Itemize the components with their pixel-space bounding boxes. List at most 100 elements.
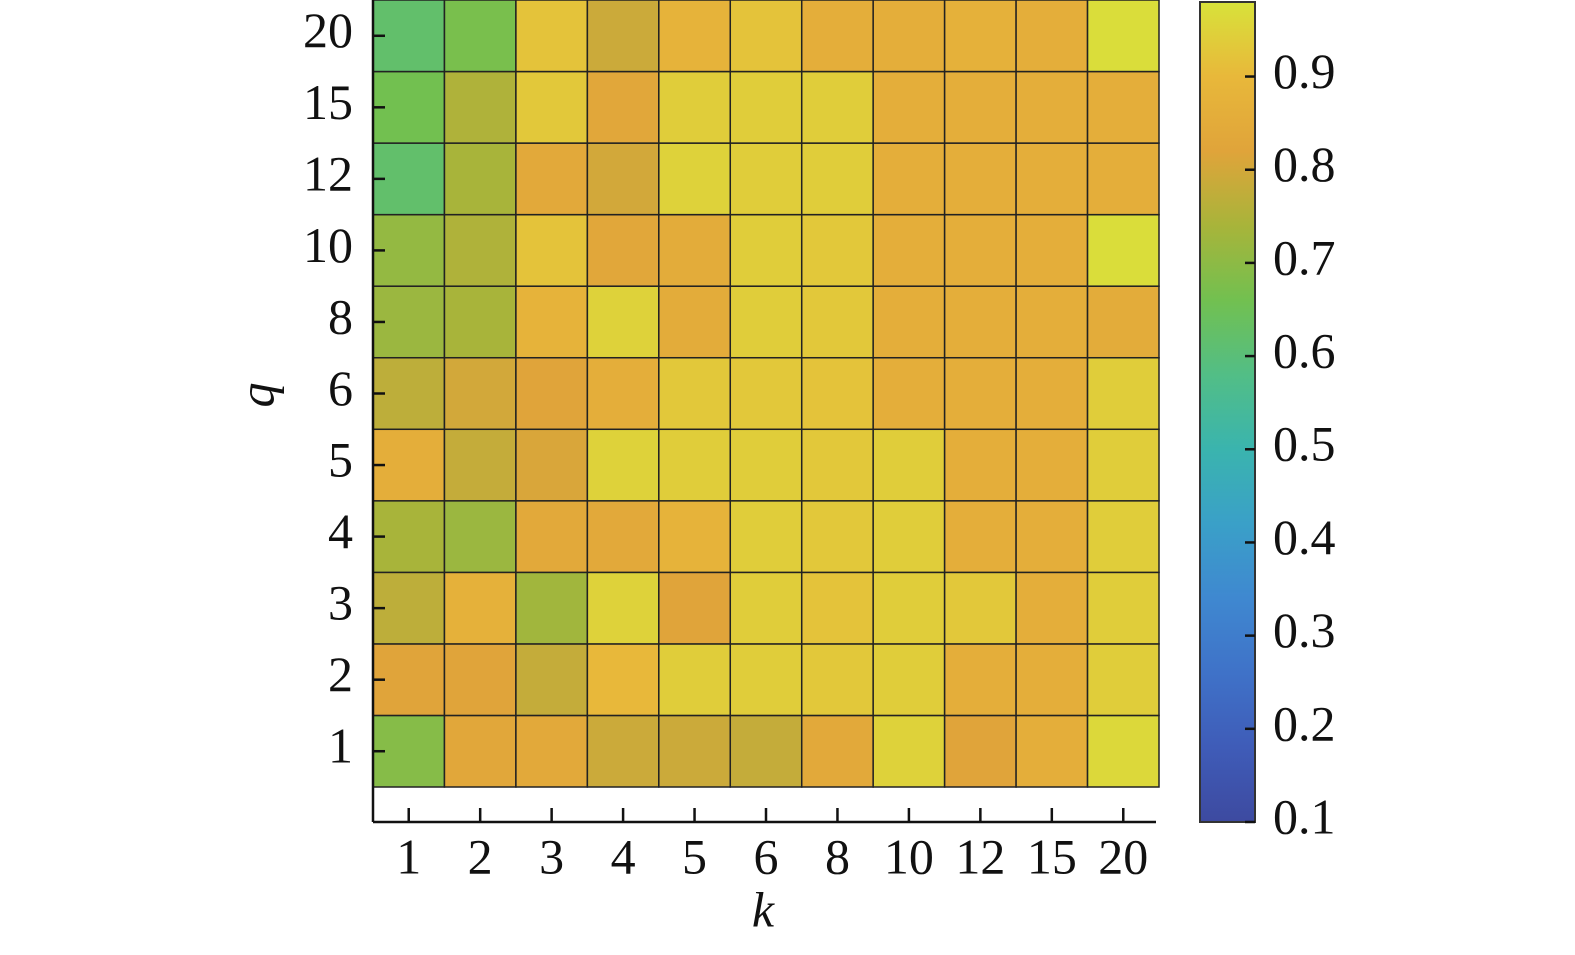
y-tick-label: 1 (328, 718, 353, 774)
heatmap-cell (800, 0, 874, 73)
heatmap-cell (1015, 70, 1089, 144)
heatmap-cell (943, 70, 1017, 144)
heatmap-cell (443, 643, 517, 717)
heatmap-cell (658, 285, 732, 359)
colorbar-tick-label: 0.1 (1273, 788, 1336, 844)
heatmap-cell (943, 142, 1017, 216)
heatmap-cell (729, 356, 803, 431)
y-tick-label: 5 (328, 432, 353, 488)
colorbar (1199, 1, 1256, 823)
heatmap-cell (943, 213, 1017, 287)
heatmap-cell (1015, 285, 1089, 359)
y-tick-label: 3 (328, 575, 353, 631)
heatmap-cell (1015, 714, 1089, 788)
heatmap-cell (586, 213, 660, 287)
heatmap-cell (872, 643, 946, 717)
heatmap-cell (1086, 70, 1160, 144)
heatmap-cell (515, 142, 589, 216)
heatmap-cell (943, 500, 1017, 574)
heatmap-cell (729, 213, 803, 287)
heatmap-cell (515, 500, 589, 574)
heatmap-cell (729, 285, 803, 359)
heatmap-cell (658, 213, 732, 287)
y-tick-label: 6 (328, 360, 353, 416)
heatmap-cell (872, 571, 946, 645)
heatmap-cell (586, 500, 660, 574)
heatmap-cell (586, 142, 660, 216)
heatmap-cell (943, 356, 1017, 431)
heatmap-cell (1015, 428, 1089, 502)
heatmap-cell (1086, 356, 1160, 431)
heatmap-cell (729, 428, 803, 502)
y-tick-label: 12 (303, 145, 353, 201)
heatmap-cell (658, 428, 732, 502)
heatmap-cell (586, 285, 660, 359)
heatmap-cell (586, 714, 660, 788)
heatmap-cell (658, 0, 732, 73)
heatmap-cell (443, 500, 517, 574)
heatmap-cell (872, 0, 946, 73)
heatmap-cell (443, 285, 517, 359)
heatmap-cell (800, 70, 874, 144)
heatmap-cell (1015, 571, 1089, 645)
y-tick-label: 10 (303, 217, 353, 273)
x-tick-label: 5 (682, 828, 707, 884)
heatmap-cell (1086, 500, 1160, 574)
heatmap-cell (658, 714, 732, 788)
heatmap-cell (658, 643, 732, 717)
heatmap-cell (943, 428, 1017, 502)
heatmap-cell (729, 142, 803, 216)
heatmap-cell (1015, 0, 1089, 73)
heatmap-cell (658, 571, 732, 645)
heatmap-cell (729, 0, 803, 73)
heatmap-cell (872, 285, 946, 359)
heatmap-cell (1086, 142, 1160, 216)
y-axis-label: q (228, 383, 284, 408)
x-tick-label: 8 (825, 828, 850, 884)
heatmap-cell (1086, 285, 1160, 359)
colorbar-tick-label: 0.8 (1273, 136, 1336, 192)
heatmap-cell (586, 571, 660, 645)
colorbar-tick-label: 0.2 (1273, 695, 1336, 751)
heatmap-cell (1015, 500, 1089, 574)
heatmap-cell (872, 428, 946, 502)
heatmap-cell (729, 500, 803, 574)
heatmap-cell (515, 571, 589, 645)
heatmap-cell (1015, 356, 1089, 431)
x-axis-label: k (752, 881, 775, 937)
heatmap-cell (515, 714, 589, 788)
x-tick-label: 10 (884, 828, 934, 884)
y-tick-label: 20 (303, 2, 353, 58)
heatmap-cell (943, 714, 1017, 788)
heatmap-cell (586, 0, 660, 73)
heatmap-cell (800, 428, 874, 502)
heatmap-cell (943, 643, 1017, 717)
heatmap-cell (515, 70, 589, 144)
heatmap-cell (515, 285, 589, 359)
x-tick-label: 3 (539, 828, 564, 884)
x-tick-label: 12 (955, 828, 1005, 884)
x-tick-label: 6 (754, 828, 779, 884)
heatmap-cell (443, 428, 517, 502)
heatmap-cell (729, 70, 803, 144)
x-tick-label: 20 (1098, 828, 1148, 884)
heatmap-cell (800, 142, 874, 216)
heatmap-cell (872, 714, 946, 788)
colorbar-tick-label: 0.4 (1273, 509, 1336, 565)
heatmap-cell (800, 500, 874, 574)
heatmap-cell (515, 643, 589, 717)
heatmap-cell (443, 571, 517, 645)
heatmap-cell (586, 428, 660, 502)
colorbar-tick-label: 0.3 (1273, 602, 1336, 658)
heatmap-cell (800, 643, 874, 717)
heatmap-cell (658, 142, 732, 216)
heatmap-cell (658, 500, 732, 574)
heatmap-cell (729, 571, 803, 645)
heatmap-cell (943, 571, 1017, 645)
heatmap-cell (515, 428, 589, 502)
y-tick-label: 15 (303, 74, 353, 130)
heatmap-cell (658, 70, 732, 144)
heatmap-cell (800, 285, 874, 359)
heatmap-cell (586, 643, 660, 717)
